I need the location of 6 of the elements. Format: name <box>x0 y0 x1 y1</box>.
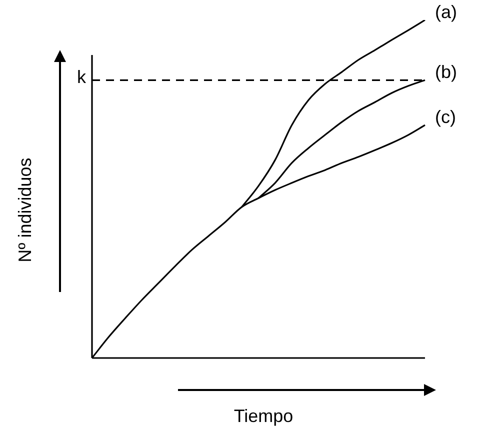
x-axis-title: Tiempo <box>234 406 294 426</box>
series-label: (b) <box>435 62 457 82</box>
series-label: (a) <box>435 2 457 22</box>
series-label: (c) <box>435 107 456 128</box>
ref-line-label: k <box>77 67 87 88</box>
y-axis-title: Nº individuos <box>14 158 35 262</box>
